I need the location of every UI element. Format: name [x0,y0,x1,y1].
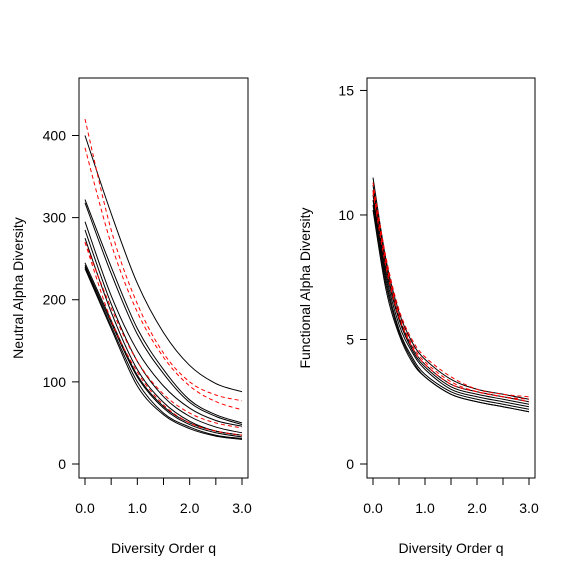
dashed-series-line-12 [84,147,243,411]
solid-series-line-3 [84,202,243,426]
x-axis-title: Diversity Order q [111,540,216,556]
dashed-series-line-14 [84,242,243,436]
x-tick-label: 3.0 [519,500,539,516]
x-tick-label: 2.0 [467,500,487,516]
y-tick-label: 200 [43,292,67,308]
solid-series-line-2 [84,199,243,424]
solid-series-line-9 [84,266,243,440]
series-group [372,177,530,413]
x-tick-label: 3.0 [232,500,252,516]
y-tick-label: 5 [346,331,354,347]
series-group [84,118,243,440]
dashed-series-line-11 [84,118,243,402]
solid-series-line-1 [84,135,243,393]
x-axis: 0.0 1.0 2.0 3.0 [75,477,252,516]
x-tick-label: 0.0 [363,500,383,516]
y-axis: 0 5 10 15 [338,82,368,472]
solid-series-line-5 [84,229,243,434]
dashed-series-line-10 [372,192,530,403]
dashed-series-line-9 [372,189,530,400]
solid-series-line-4 [84,221,243,427]
x-tick-label: 1.0 [128,500,148,516]
solid-series-line-7 [372,209,530,413]
y-tick-label: 100 [43,374,67,390]
solid-series-line-5 [372,199,530,410]
solid-series-line-1 [372,177,530,400]
y-tick-label: 0 [58,456,66,472]
y-tick-label: 400 [43,127,67,143]
x-tick-label: 1.0 [415,500,435,516]
y-axis-title: Functional Alpha Diversity [297,207,313,368]
solid-series-line-8 [84,265,243,438]
x-axis: 0.0 1.0 2.0 3.0 [363,477,539,516]
dashed-series-line-13 [84,242,243,429]
y-axis: 0 100 200 300 400 [43,127,80,472]
y-tick-label: 10 [338,207,354,223]
x-tick-label: 0.0 [75,500,95,516]
solid-series-line-3 [372,189,530,405]
x-tick-label: 2.0 [180,500,200,516]
solid-series-line-2 [372,184,530,403]
solid-series-line-10 [84,268,243,440]
dashed-series-line-8 [372,182,530,398]
solid-series-line-4 [372,194,530,408]
x-axis-title: Diversity Order q [398,540,503,556]
y-tick-label: 0 [346,456,354,472]
plot-frame [366,77,536,479]
y-axis-title: Neutral Alpha Diversity [10,217,26,359]
neutral-alpha-panel: 0.0 1.0 2.0 3.0 0 100 200 300 400 Diversity Ord… [10,77,252,556]
y-tick-label: 15 [338,82,354,98]
functional-alpha-panel: 0.0 1.0 2.0 3.0 0 5 10 15 Diversity Order q Fu… [297,77,539,556]
y-tick-label: 300 [43,210,67,226]
